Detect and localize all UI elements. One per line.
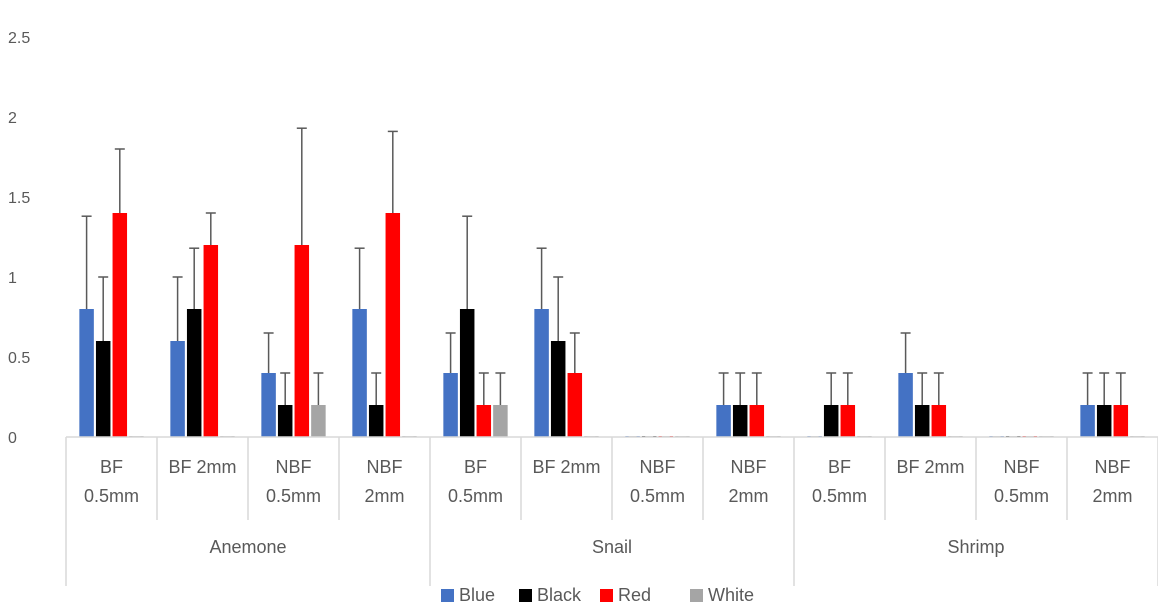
bar-red [385, 213, 401, 437]
legend-swatch-black [519, 589, 532, 602]
bars-layer [79, 213, 1145, 437]
bar-blue [261, 373, 276, 437]
bar-black [732, 405, 748, 437]
bar-blue [79, 309, 94, 437]
bar-red [749, 405, 765, 437]
legend-swatch-red [600, 589, 613, 602]
group-label: Anemone [209, 537, 286, 557]
category-label: NBF [1004, 457, 1040, 477]
category-label: 2mm [365, 486, 405, 506]
x-axis-category-labels: BF 0.5mm BF 2mm NBF 0.5mm NBF 2mm Anemone BF 0.5m… [84, 457, 1133, 557]
bar-black [186, 309, 202, 437]
category-label: 0.5mm [448, 486, 503, 506]
y-tick-label: 2 [8, 110, 17, 127]
y-axis-tick-labels: 0 0.5 1 1.5 2 2.5 [8, 30, 30, 447]
bar-blue [716, 405, 731, 437]
y-tick-label: 1 [8, 270, 17, 287]
bar-black [277, 405, 293, 437]
bar-red [567, 373, 583, 437]
category-label: 2mm [729, 486, 769, 506]
category-label: 0.5mm [84, 486, 139, 506]
bar-black [1096, 405, 1112, 437]
bar-red [294, 245, 310, 437]
bar-black [914, 405, 930, 437]
axes-layer [65, 436, 1158, 586]
bar-black [550, 341, 566, 437]
bar-blue [1080, 405, 1095, 437]
category-label: 0.5mm [994, 486, 1049, 506]
bar-red [840, 405, 856, 437]
legend-label-red: Red [618, 585, 651, 605]
legend-label-white: White [708, 585, 754, 605]
category-label: 0.5mm [266, 486, 321, 506]
bar-white [493, 405, 508, 437]
bar-blue [352, 309, 367, 437]
category-label: NBF [367, 457, 403, 477]
bar-black [95, 341, 111, 437]
bar-red [112, 213, 128, 437]
category-label: BF 2mm [896, 457, 964, 477]
bar-black [459, 309, 475, 437]
y-tick-label: 1.5 [8, 190, 30, 207]
category-label: NBF [640, 457, 676, 477]
legend-label-blue: Blue [459, 585, 495, 605]
category-label: BF [100, 457, 123, 477]
category-label: 0.5mm [630, 486, 685, 506]
bar-blue [443, 373, 458, 437]
bar-black [823, 405, 839, 437]
legend-label-black: Black [537, 585, 582, 605]
category-label: NBF [1095, 457, 1131, 477]
category-label: 0.5mm [812, 486, 867, 506]
category-label: NBF [276, 457, 312, 477]
bar-blue [170, 341, 185, 437]
bar-blue [534, 309, 549, 437]
category-label: 2mm [1093, 486, 1133, 506]
bar-red [476, 405, 492, 437]
y-tick-label: 0 [8, 430, 17, 447]
legend-swatch-white [690, 589, 703, 602]
y-tick-label: 0.5 [8, 350, 30, 367]
bar-white [311, 405, 326, 437]
category-label: NBF [731, 457, 767, 477]
bar-red [1113, 405, 1129, 437]
bar-red [203, 245, 219, 437]
group-label: Snail [592, 537, 632, 557]
category-label: BF [464, 457, 487, 477]
group-label: Shrimp [947, 537, 1004, 557]
legend: Blue Black Red White [441, 585, 754, 605]
category-label: BF [828, 457, 851, 477]
bar-black [368, 405, 384, 437]
error-bars-layer [81, 127, 1142, 437]
bar-red [931, 405, 947, 437]
category-label: BF 2mm [168, 457, 236, 477]
legend-swatch-blue [441, 589, 454, 602]
bar-blue [898, 373, 913, 437]
y-tick-label: 2.5 [8, 30, 30, 47]
category-label: BF 2mm [532, 457, 600, 477]
